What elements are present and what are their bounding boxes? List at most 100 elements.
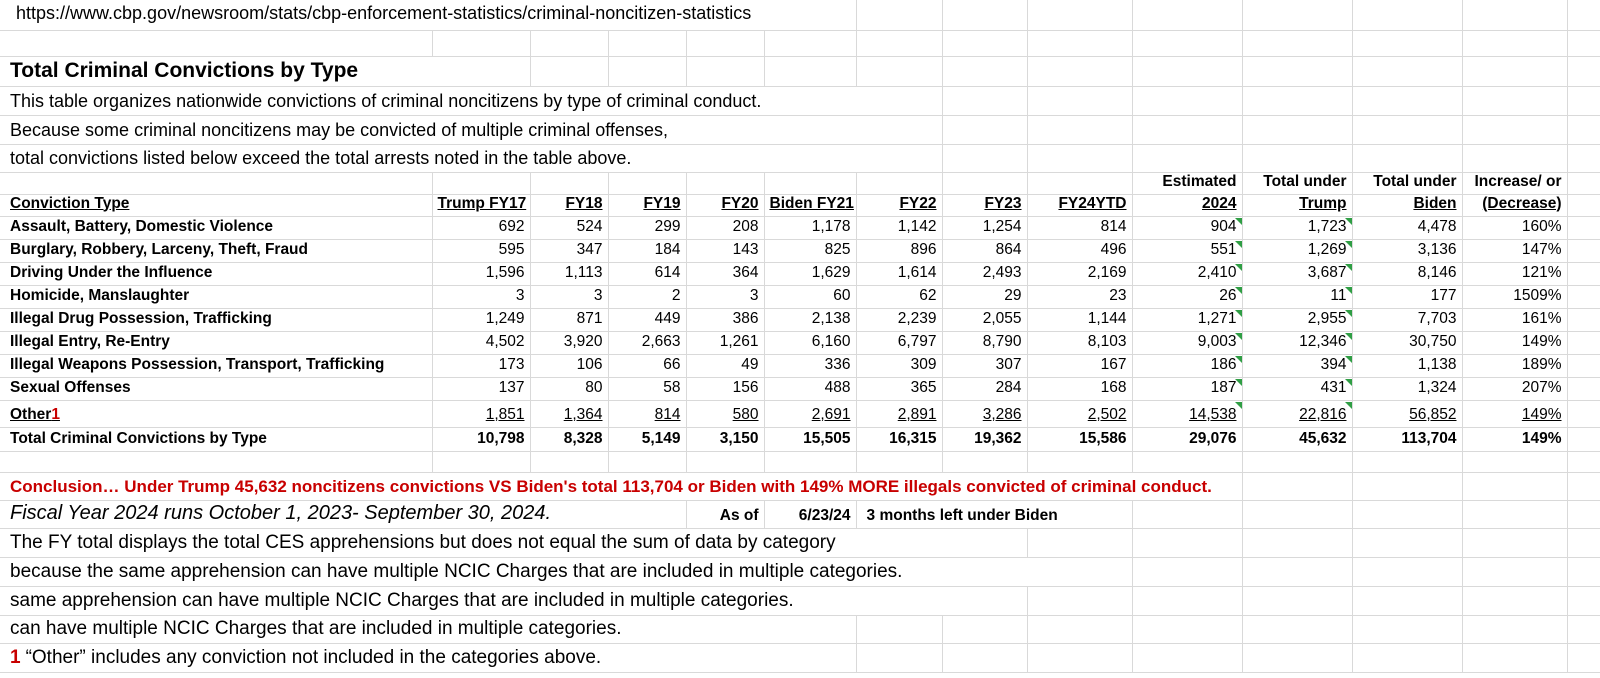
cell[interactable]: [529, 29, 609, 57]
cell[interactable]: [1131, 0, 1243, 31]
cell[interactable]: [1131, 450, 1243, 473]
value-cell[interactable]: 394: [1241, 353, 1353, 378]
value-cell[interactable]: 2,891: [855, 399, 943, 428]
cell[interactable]: [1351, 471, 1463, 501]
value-cell[interactable]: 173: [431, 353, 531, 378]
value-cell[interactable]: 825: [763, 238, 857, 263]
value-cell[interactable]: 336: [763, 353, 857, 378]
row-label-cell[interactable]: Burglary, Robbery, Larceny, Theft, Fraud: [0, 238, 433, 263]
cell[interactable]: [855, 614, 943, 644]
cell[interactable]: [1566, 114, 1600, 145]
cell[interactable]: [1566, 353, 1600, 378]
cell[interactable]: [1131, 114, 1243, 145]
description-line-2[interactable]: Because some criminal noncitizens may be…: [0, 114, 943, 145]
value-cell[interactable]: 2,239: [855, 307, 943, 332]
note-line-1[interactable]: The FY total displays the total CES appr…: [0, 527, 1028, 558]
cell[interactable]: [1026, 527, 1133, 558]
value-cell[interactable]: 1,249: [431, 307, 531, 332]
value-cell[interactable]: 496: [1026, 238, 1133, 263]
value-cell[interactable]: 3,687: [1241, 261, 1353, 286]
value-cell[interactable]: 56,852: [1351, 399, 1463, 428]
value-cell[interactable]: 49: [685, 353, 765, 378]
value-cell[interactable]: 1,614: [855, 261, 943, 286]
cell[interactable]: [1351, 499, 1463, 529]
cell[interactable]: [1351, 143, 1463, 173]
cell[interactable]: [1026, 642, 1133, 673]
note-line-2[interactable]: because the same apprehension can have m…: [0, 556, 1133, 587]
cell[interactable]: [431, 29, 531, 57]
header-increase-top[interactable]: Increase/ or: [1461, 171, 1568, 195]
cell[interactable]: [1026, 450, 1133, 473]
value-cell[interactable]: 7,703: [1351, 307, 1463, 332]
cell[interactable]: [1351, 0, 1463, 31]
cell[interactable]: [1241, 55, 1353, 87]
value-cell[interactable]: 184: [607, 238, 687, 263]
cell[interactable]: [1566, 215, 1600, 240]
value-cell[interactable]: 814: [1026, 215, 1133, 240]
cell[interactable]: [1351, 614, 1463, 644]
cell[interactable]: [763, 29, 857, 57]
cell[interactable]: [1241, 0, 1353, 31]
cell[interactable]: [1026, 585, 1133, 616]
value-cell[interactable]: 58: [607, 376, 687, 401]
value-cell[interactable]: 22,816: [1241, 399, 1353, 428]
cell[interactable]: [1026, 114, 1133, 145]
column-header-fy18[interactable]: FY18: [529, 193, 609, 217]
cell[interactable]: [1131, 29, 1243, 57]
row-label-cell[interactable]: Illegal Entry, Re-Entry: [0, 330, 433, 355]
row-label-cell[interactable]: Total Criminal Convictions by Type: [0, 426, 433, 452]
cell[interactable]: [1566, 585, 1600, 616]
cell[interactable]: [1131, 85, 1243, 116]
value-cell[interactable]: 113,704: [1351, 426, 1463, 452]
cell[interactable]: [529, 450, 609, 473]
cell[interactable]: [1131, 499, 1243, 529]
cell[interactable]: [1566, 284, 1600, 309]
cell[interactable]: [855, 29, 943, 57]
column-header-fy24ytd[interactable]: FY24YTD: [1026, 193, 1133, 217]
cell[interactable]: [1351, 55, 1463, 87]
value-cell[interactable]: 9,003: [1131, 330, 1243, 355]
value-cell[interactable]: 2,663: [607, 330, 687, 355]
value-cell[interactable]: 1,324: [1351, 376, 1463, 401]
row-label-cell[interactable]: Other1: [0, 399, 433, 428]
cell[interactable]: [1026, 85, 1133, 116]
column-header-decrease[interactable]: (Decrease): [1461, 193, 1568, 217]
cell[interactable]: [1131, 642, 1243, 673]
value-cell[interactable]: 15,505: [763, 426, 857, 452]
cell[interactable]: [431, 171, 531, 195]
value-cell[interactable]: 66: [607, 353, 687, 378]
value-cell[interactable]: 614: [607, 261, 687, 286]
header-estimated[interactable]: Estimated: [1131, 171, 1243, 195]
column-header-fy22[interactable]: FY22: [855, 193, 943, 217]
value-cell[interactable]: 2,055: [941, 307, 1028, 332]
cell[interactable]: [941, 642, 1028, 673]
value-cell[interactable]: 692: [431, 215, 531, 240]
cell[interactable]: [529, 55, 609, 87]
column-header-fy21[interactable]: Biden FY21: [763, 193, 857, 217]
value-cell[interactable]: 2,410: [1131, 261, 1243, 286]
cell[interactable]: [0, 671, 1600, 678]
value-cell[interactable]: 2,502: [1026, 399, 1133, 428]
cell[interactable]: [1566, 330, 1600, 355]
description-line-3[interactable]: total convictions listed below exceed th…: [0, 143, 943, 173]
cell[interactable]: [0, 171, 433, 195]
value-cell[interactable]: 449: [607, 307, 687, 332]
value-cell[interactable]: 186: [1131, 353, 1243, 378]
value-cell[interactable]: 19,362: [941, 426, 1028, 452]
value-cell[interactable]: 3: [529, 284, 609, 309]
cell[interactable]: [1566, 171, 1600, 195]
cell[interactable]: [941, 171, 1028, 195]
cell[interactable]: [1131, 55, 1243, 87]
cell[interactable]: [1241, 85, 1353, 116]
value-cell[interactable]: 1,269: [1241, 238, 1353, 263]
cell[interactable]: [941, 0, 1028, 31]
cell[interactable]: [607, 29, 687, 57]
row-label-cell[interactable]: Illegal Weapons Possession, Transport, T…: [0, 353, 433, 378]
value-cell[interactable]: 1,138: [1351, 353, 1463, 378]
value-cell[interactable]: 3: [685, 284, 765, 309]
cell[interactable]: [1461, 556, 1568, 587]
cell[interactable]: [1566, 307, 1600, 332]
cell[interactable]: [1131, 556, 1243, 587]
cell[interactable]: [529, 171, 609, 195]
value-cell[interactable]: 365: [855, 376, 943, 401]
